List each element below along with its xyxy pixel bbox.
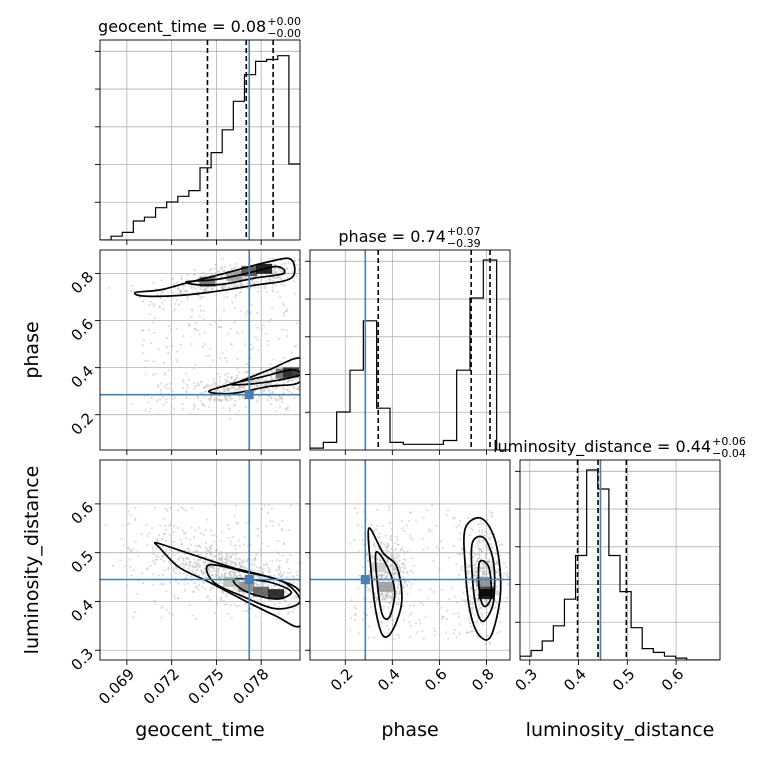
xtick-label-luminosity_distance-3: 0.6 <box>658 665 688 695</box>
xaxis-label-geocent_time: geocent_time <box>135 719 264 741</box>
xtick-label-luminosity_distance-0: 0.3 <box>511 665 541 695</box>
histogram-geocent_time <box>100 55 300 240</box>
xtick-label-geocent_time-0: 0.069 <box>95 665 138 708</box>
contour-0-1 <box>185 265 286 286</box>
title-main-phase: phase = 0.74 <box>338 227 445 246</box>
xtick-label-geocent_time-3: 0.078 <box>229 665 272 708</box>
xtick-label-phase-2: 0.6 <box>421 665 451 695</box>
ytick-label-phase-0: 0.2 <box>67 409 97 439</box>
truth-marker-2 <box>360 575 370 585</box>
xtick-label-luminosity_distance-2: 0.5 <box>609 665 639 695</box>
contour-1-0 <box>153 541 300 628</box>
scatter-panel-geocent_time-luminosity_distance <box>95 459 301 665</box>
title-plus-phase: +0.07 <box>447 225 481 238</box>
contour-2-0 <box>367 527 403 638</box>
xtick-label-phase-0: 0.2 <box>327 665 357 695</box>
hist-panel-phase <box>305 249 511 455</box>
ytick-label-luminosity_distance-2: 0.5 <box>67 547 97 577</box>
title-minus-phase: −0.39 <box>447 237 481 250</box>
ytick-label-phase-2: 0.6 <box>67 315 97 345</box>
title-plus-geocent_time: +0.00 <box>267 15 301 28</box>
ytick-label-phase-1: 0.4 <box>67 362 97 392</box>
ytick-label-phase-3: 0.8 <box>67 268 97 298</box>
title-minus-geocent_time: −0.00 <box>267 27 301 40</box>
title-minus-luminosity_distance: −0.04 <box>712 447 746 460</box>
xtick-label-phase-3: 0.8 <box>468 665 498 695</box>
xtick-label-geocent_time-1: 0.072 <box>140 665 183 708</box>
ytick-label-luminosity_distance-1: 0.4 <box>67 596 97 626</box>
xaxis-label-phase: phase <box>381 719 438 741</box>
ytick-label-luminosity_distance-0: 0.3 <box>67 645 97 675</box>
histogram-luminosity_distance <box>520 469 720 660</box>
scatter-panel-phase-luminosity_distance <box>305 459 511 665</box>
xaxis-label-luminosity_distance: luminosity_distance <box>526 719 715 741</box>
truth-marker-0 <box>244 390 254 400</box>
truth-marker-1 <box>244 575 254 585</box>
title-plus-luminosity_distance: +0.06 <box>712 435 746 448</box>
xtick-label-luminosity_distance-1: 0.4 <box>560 665 590 695</box>
yaxis-label-phase: phase <box>21 321 43 378</box>
contour-1-2 <box>232 578 292 600</box>
hist-panel-geocent_time <box>95 39 301 245</box>
xtick-label-phase-1: 0.4 <box>374 665 404 695</box>
title-main-geocent_time: geocent_time = 0.08 <box>98 17 266 37</box>
contour-2-4 <box>477 559 493 608</box>
title-main-luminosity_distance: luminosity_distance = 0.44 <box>493 437 711 457</box>
scatter-panel-geocent_time-phase <box>95 249 301 455</box>
xtick-label-geocent_time-2: 0.075 <box>185 665 228 708</box>
panel-title-phase: phase = 0.74 +0.07−0.39 <box>338 225 480 250</box>
panel-title-luminosity_distance: luminosity_distance = 0.44 +0.06−0.04 <box>493 435 746 460</box>
contour-0-0 <box>133 257 296 298</box>
yaxis-label-luminosity_distance: luminosity_distance <box>21 466 43 655</box>
histogram-phase <box>310 259 510 450</box>
panel-title-geocent_time: geocent_time = 0.08 +0.00−0.00 <box>98 15 301 40</box>
contour-2-1 <box>374 551 396 620</box>
contour-2-2 <box>463 517 502 641</box>
ytick-label-luminosity_distance-3: 0.6 <box>67 498 97 528</box>
hist-panel-luminosity_distance <box>515 459 721 665</box>
